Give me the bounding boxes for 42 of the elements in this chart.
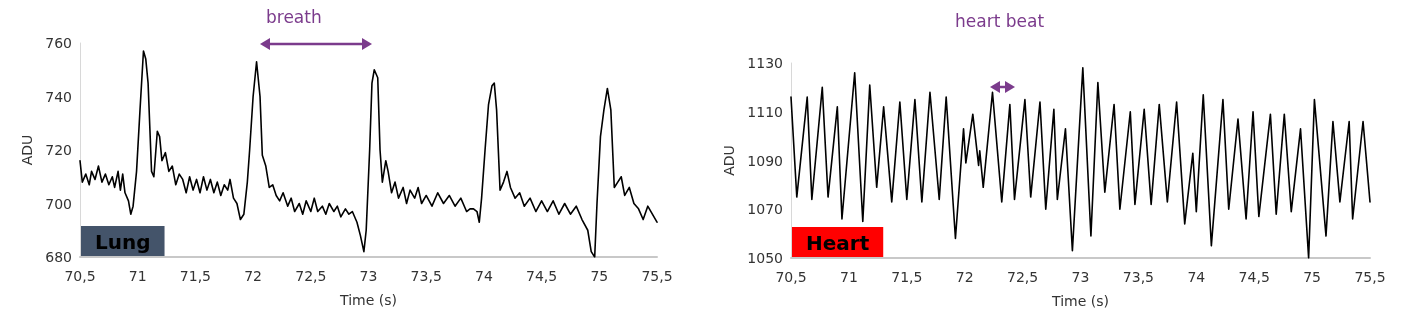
x-tick-label: 75 — [590, 268, 609, 284]
x-tick-label: 74 — [1187, 269, 1206, 285]
x-tick-label: 73,5 — [1122, 269, 1154, 285]
y-tick-label: 720 — [45, 142, 72, 158]
x-tick-label: 71,5 — [179, 268, 211, 284]
x-tick-label: 74 — [474, 268, 493, 284]
y-tick-label: 1070 — [747, 201, 783, 218]
x-tick-label: 70,5 — [775, 269, 807, 285]
x-tick-label: 72,5 — [295, 268, 327, 284]
y-tick-label: 1130 — [747, 55, 783, 71]
x-axis-title: Time (s) — [339, 292, 397, 308]
x-tick-label: 73,5 — [410, 268, 442, 284]
x-tick-label: 75,5 — [1354, 269, 1386, 285]
y-axis-title: ADU — [19, 134, 35, 166]
y-tick-label: 1110 — [747, 103, 783, 120]
x-tick-label: 72,5 — [1007, 269, 1039, 285]
x-tick-label: 73 — [359, 268, 378, 284]
y-tick-label: 740 — [45, 88, 72, 105]
x-tick-label: 75 — [1303, 269, 1322, 285]
y-axis-title: ADU — [721, 145, 738, 176]
x-axis-title: Time (s) — [1051, 293, 1109, 309]
x-tick-label: 71,5 — [891, 269, 923, 285]
y-tick-label: 1090 — [747, 152, 783, 169]
x-tick-label: 72 — [955, 269, 974, 285]
text: heart beat — [955, 10, 1045, 31]
y-tick-label: 760 — [45, 35, 72, 51]
y-tick-label: 700 — [45, 195, 72, 212]
x-tick-label: 71 — [128, 268, 147, 284]
x-tick-label: 75,5 — [641, 268, 673, 284]
x-tick-label: 71 — [839, 269, 858, 285]
y-tick-label: 680 — [45, 249, 72, 265]
text: Lung — [95, 230, 151, 254]
x-tick-label: 72 — [244, 268, 263, 284]
line-series — [790, 67, 1371, 259]
x-tick-label: 73 — [1071, 269, 1090, 285]
text: breath — [266, 6, 322, 27]
line-series — [79, 50, 658, 258]
text: Heart — [806, 231, 870, 255]
y-tick-label: 1050 — [747, 250, 783, 266]
x-tick-label: 70,5 — [64, 268, 96, 284]
x-tick-label: 74,5 — [1238, 269, 1270, 285]
x-tick-label: 74,5 — [526, 268, 558, 284]
